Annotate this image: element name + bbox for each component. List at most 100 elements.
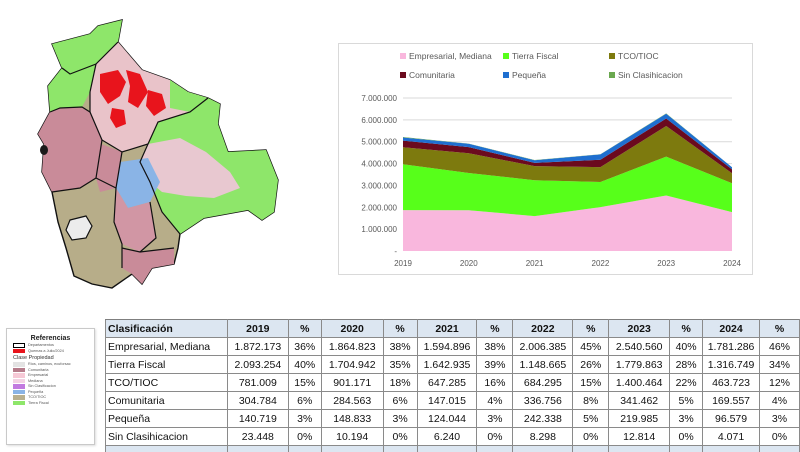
table-cell: 38% <box>383 338 417 356</box>
map-legend-item: Departamentos <box>13 343 94 348</box>
legend-swatch <box>13 368 25 373</box>
legend-swatch <box>13 384 25 389</box>
column-header: % <box>760 320 800 338</box>
table-cell: 1.872.173 <box>227 338 288 356</box>
bolivia-land-map <box>30 12 280 297</box>
column-header: 2019 <box>227 320 288 338</box>
table-cell: 0% <box>573 428 609 446</box>
table-cell-empty <box>760 446 800 452</box>
table-cell: 1.400.464 <box>609 374 670 392</box>
table-cell-empty <box>573 446 609 452</box>
legend-label: TCO/TIOC <box>28 395 46 400</box>
table-cell-empty <box>321 446 383 452</box>
table-cell: 6% <box>383 392 417 410</box>
table-cell: 22% <box>670 374 703 392</box>
table-cell-empty <box>227 446 288 452</box>
y-tick-label: 7.000.000 <box>361 94 397 103</box>
table-cell: 18% <box>383 374 417 392</box>
column-header: % <box>383 320 417 338</box>
table-cell: 8% <box>573 392 609 410</box>
table-cell: 684.295 <box>513 374 573 392</box>
legend-swatch <box>13 395 25 400</box>
legend-label: Pequeña <box>512 70 546 80</box>
table-cell: 26% <box>573 356 609 374</box>
table-cell: 40% <box>670 338 703 356</box>
table-cell: 3% <box>670 410 703 428</box>
map-legend-item: Quemas a Julio/2024 <box>13 349 94 354</box>
table-cell: 781.009 <box>227 374 288 392</box>
table-cell: 0% <box>670 428 703 446</box>
table-cell: 6.240 <box>417 428 477 446</box>
map-legend-title: Referencias <box>7 335 94 342</box>
legend-swatch <box>609 53 615 59</box>
legend-label: Empresarial <box>28 373 48 378</box>
legend-swatch <box>13 343 25 348</box>
table-cell-empty <box>513 446 573 452</box>
map-legend-item: Mediana <box>13 379 94 384</box>
table-cell: 12% <box>760 374 800 392</box>
table-cell: 242.338 <box>513 410 573 428</box>
x-tick-label: 2020 <box>460 259 478 268</box>
table-cell: 46% <box>760 338 800 356</box>
legend-label: Tierra Fiscal <box>28 401 49 406</box>
column-header: % <box>670 320 703 338</box>
legend-label: Ríos, caminos, ecuforsac <box>28 362 71 367</box>
table-cell: 901.171 <box>321 374 383 392</box>
table-cell: 1.148.665 <box>513 356 573 374</box>
table-cell-empty <box>703 446 760 452</box>
legend-label: Sin Clasificacion <box>28 384 56 389</box>
legend-swatch <box>400 72 406 78</box>
table-cell: 341.462 <box>609 392 670 410</box>
row-label: Comunitaria <box>106 392 228 410</box>
table-cell: 34% <box>760 356 800 374</box>
table-cell-empty <box>417 446 477 452</box>
legend-label: Departamentos <box>28 343 54 348</box>
table-cell: 284.563 <box>321 392 383 410</box>
table-cell: 15% <box>288 374 321 392</box>
table-cell: 23.448 <box>227 428 288 446</box>
column-header: 2020 <box>321 320 383 338</box>
chart-svg: -1.000.0002.000.0003.000.0004.000.0005.0… <box>339 44 752 274</box>
table-cell: 148.833 <box>321 410 383 428</box>
legend-label: Comunitaria <box>28 368 48 373</box>
table-cell: 16% <box>477 374 513 392</box>
table-cell: 36% <box>288 338 321 356</box>
x-tick-label: 2021 <box>526 259 544 268</box>
legend-swatch <box>13 373 25 378</box>
table-cell: 45% <box>573 338 609 356</box>
table-cell: 1.779.863 <box>609 356 670 374</box>
map-legend-item: Pequeña <box>13 390 94 395</box>
column-header: 2021 <box>417 320 477 338</box>
table-cell: 336.756 <box>513 392 573 410</box>
table-cell: 15% <box>573 374 609 392</box>
table-cell-empty <box>383 446 417 452</box>
x-tick-label: 2022 <box>592 259 610 268</box>
table-cell: 1.864.823 <box>321 338 383 356</box>
legend-swatch <box>13 349 25 354</box>
column-header: 2022 <box>513 320 573 338</box>
column-header: % <box>288 320 321 338</box>
legend-label: Empresarial, Mediana <box>409 51 492 61</box>
legend-swatch <box>609 72 615 78</box>
table-cell: 2.540.560 <box>609 338 670 356</box>
legend-swatch <box>13 379 25 384</box>
table-cell: 4% <box>760 392 800 410</box>
table-cell: 3% <box>760 410 800 428</box>
table-cell: 0% <box>288 428 321 446</box>
legend-label: Mediana <box>28 379 43 384</box>
table-cell: 124.044 <box>417 410 477 428</box>
table-cell-empty <box>477 446 513 452</box>
table-cell: 38% <box>477 338 513 356</box>
table-cell: 140.719 <box>227 410 288 428</box>
table-cell: 10.194 <box>321 428 383 446</box>
table-cell: 1.594.896 <box>417 338 477 356</box>
table-cell: 12.814 <box>609 428 670 446</box>
row-label: Pequeña <box>106 410 228 428</box>
legend-swatch <box>503 72 509 78</box>
column-header: 2023 <box>609 320 670 338</box>
map-lake-titicaca <box>40 145 48 155</box>
table-cell: 40% <box>288 356 321 374</box>
table-cell-empty <box>670 446 703 452</box>
